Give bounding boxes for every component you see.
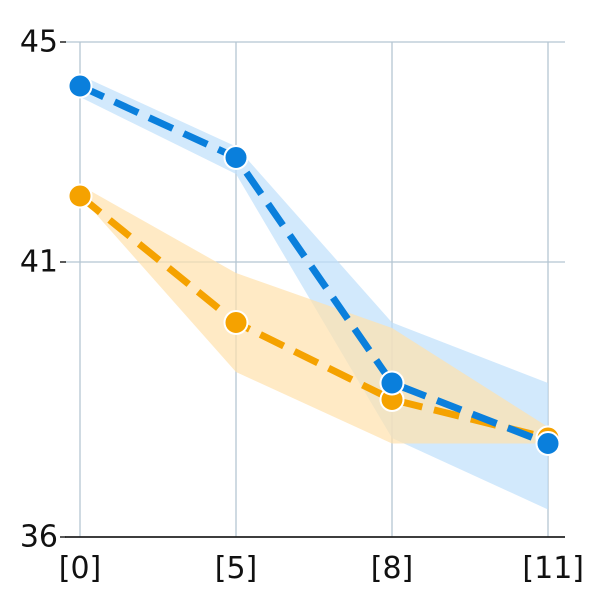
series-1-point	[379, 370, 405, 396]
axes	[60, 41, 565, 538]
series-1-point	[223, 145, 249, 170]
y-tick-label: 36	[20, 520, 58, 555]
series-markers	[67, 73, 561, 456]
series-1-line	[78, 82, 550, 447]
series-2-point	[67, 183, 93, 209]
confidence-bands	[80, 75, 548, 510]
series-1-confidence-band	[80, 75, 548, 510]
series-2-point	[223, 310, 249, 335]
x-tick-label: [11]	[522, 551, 584, 586]
series-lines	[77, 82, 550, 447]
tick-labels: 36 41 45 [0] [5] [8] [11]	[20, 25, 584, 587]
y-tick-label: 41	[20, 245, 58, 280]
series-2-line	[77, 193, 549, 442]
x-tick-label: [5]	[215, 551, 258, 586]
series-2-confidence-band	[80, 185, 548, 444]
y-tick-label: 45	[20, 25, 58, 60]
x-tick-label: [0]	[59, 551, 102, 586]
series-1-point	[67, 73, 93, 99]
series-1-point	[535, 431, 561, 456]
x-tick-label: [8]	[371, 551, 414, 586]
